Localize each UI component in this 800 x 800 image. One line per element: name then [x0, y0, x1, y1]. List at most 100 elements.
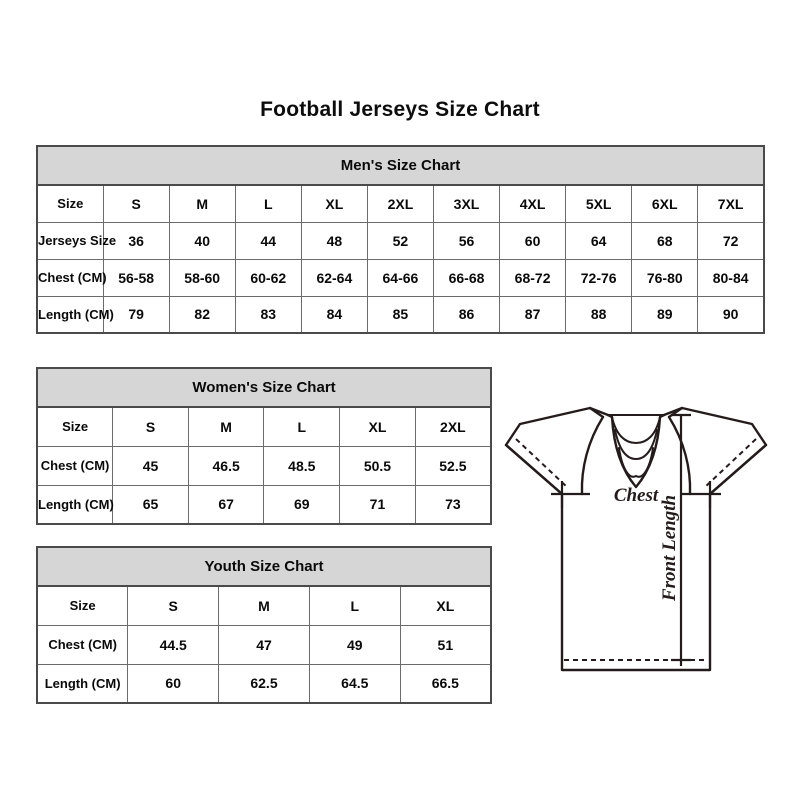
right-armhole-curve [667, 415, 692, 496]
row-label-chest-cm: Chest (CM) [36, 624, 129, 665]
table-row: Chest (CM) 44.5 47 49 51 [36, 624, 492, 665]
table-cell: 67 [187, 484, 265, 525]
table-cell: 76-80 [631, 258, 699, 297]
table-row: Chest (CM) 56-58 58-60 60-62 62-64 64-66… [36, 258, 765, 297]
table-caption-row: Youth Size Chart [36, 546, 492, 587]
column-header-size: Size [36, 184, 104, 223]
table-cell: 72 [697, 221, 765, 260]
left-cuff-edge [504, 443, 564, 496]
right-cuff-edge [708, 443, 768, 496]
collar-inner-v-liner [618, 447, 654, 478]
table-cell: 36 [102, 221, 170, 260]
column-header-m: M [187, 406, 265, 447]
column-header-s: S [102, 184, 170, 223]
table-row: Chest (CM) 45 46.5 48.5 50.5 52.5 [36, 445, 492, 486]
chest-label-text: Chest [614, 485, 659, 506]
table-cell: 44.5 [127, 624, 220, 665]
left-shoulder-line [588, 406, 610, 417]
table-cell: 64-66 [366, 258, 434, 297]
table-row: Jerseys Size 36 40 44 48 52 56 60 64 68 … [36, 221, 765, 260]
table-cell: 86 [432, 295, 501, 334]
column-header-l: L [234, 184, 302, 223]
table-cell: 85 [366, 295, 434, 334]
table-cell: 87 [499, 295, 567, 334]
table-cell: 84 [300, 295, 368, 334]
column-header-2xl: 2XL [414, 406, 492, 447]
mens-table-caption: Men's Size Chart [36, 145, 765, 186]
row-label-jerseys-size: Jerseys Size [36, 221, 116, 260]
row-label-chest-cm: Chest (CM) [36, 258, 107, 297]
table-cell: 49 [308, 624, 401, 665]
womens-table-caption: Women's Size Chart [36, 367, 492, 408]
column-header-s: S [127, 585, 220, 626]
row-label-length-cm: Length (CM) [36, 295, 114, 334]
table-cell: 88 [565, 295, 633, 334]
table-cell: 73 [414, 484, 492, 525]
table-row: Length (CM) 65 67 69 71 73 [36, 484, 492, 525]
table-cell: 60 [499, 221, 567, 260]
table-header-row: Size S M L XL 2XL 3XL 4XL 5XL 6XL 7XL [36, 184, 765, 223]
youth-size-chart-table: Youth Size Chart Size S M L XL Chest (CM… [36, 546, 492, 704]
table-cell: 64 [565, 221, 633, 260]
table-cell: 79 [102, 295, 170, 334]
table-cell: 40 [168, 221, 236, 260]
left-cuff-stitch-dash [515, 438, 568, 488]
table-cell: 62.5 [218, 663, 310, 704]
table-cell: 48.5 [263, 445, 341, 486]
neckline-outer-v [606, 413, 666, 489]
table-cell: 82 [168, 295, 236, 334]
table-cell: 64.5 [308, 663, 401, 704]
front-length-label-text: Front Length [659, 495, 680, 602]
table-cell: 56-58 [102, 258, 170, 297]
table-cell: 44 [234, 221, 302, 260]
table-cell: 60-62 [234, 258, 302, 297]
column-header-xl: XL [339, 406, 416, 447]
womens-size-chart-table: Women's Size Chart Size S M L XL 2XL Che… [36, 367, 492, 525]
table-cell: 47 [218, 624, 310, 665]
column-header-m: M [168, 184, 236, 223]
table-cell: 58-60 [168, 258, 236, 297]
table-cell: 72-76 [565, 258, 633, 297]
right-cuff-stitch-dash [704, 438, 757, 488]
column-header-xl: XL [399, 585, 492, 626]
column-header-7xl: 7XL [697, 184, 765, 223]
column-header-size: Size [36, 406, 114, 447]
left-armhole-curve [580, 415, 605, 496]
column-header-2xl: 2XL [366, 184, 434, 223]
table-cell: 48 [300, 221, 368, 260]
table-caption-row: Men's Size Chart [36, 145, 765, 186]
table-caption-row: Women's Size Chart [36, 367, 492, 408]
column-header-l: L [263, 406, 341, 447]
table-header-row: Size S M L XL [36, 585, 492, 626]
column-header-xl: XL [300, 184, 368, 223]
jersey-measurement-diagram: Chest Front Length [495, 398, 790, 683]
row-label-length-cm: Length (CM) [36, 484, 114, 525]
column-header-l: L [308, 585, 401, 626]
table-cell: 66-68 [432, 258, 501, 297]
table-cell: 56 [432, 221, 501, 260]
column-header-6xl: 6XL [631, 184, 699, 223]
table-cell: 52 [366, 221, 434, 260]
row-label-chest-cm: Chest (CM) [36, 445, 114, 486]
mens-size-chart-table: Men's Size Chart Size S M L XL 2XL 3XL 4… [36, 145, 765, 334]
table-cell: 65 [112, 484, 189, 525]
youth-table-caption: Youth Size Chart [36, 546, 492, 587]
right-shoulder-line [662, 406, 684, 417]
table-cell: 45 [112, 445, 189, 486]
column-header-m: M [218, 585, 310, 626]
table-cell: 83 [234, 295, 302, 334]
table-cell: 46.5 [187, 445, 265, 486]
table-cell: 52.5 [414, 445, 492, 486]
collar-inner-curve-2 [614, 429, 658, 461]
collar-inner-curve-1 [611, 416, 661, 445]
table-row: Length (CM) 79 82 83 84 85 86 87 88 89 9… [36, 295, 765, 334]
column-header-4xl: 4XL [499, 184, 567, 223]
table-cell: 80-84 [697, 258, 765, 297]
table-cell: 71 [339, 484, 416, 525]
table-cell: 68-72 [499, 258, 567, 297]
table-header-row: Size S M L XL 2XL [36, 406, 492, 447]
table-cell: 68 [631, 221, 699, 260]
table-cell: 69 [263, 484, 341, 525]
page-title: Football Jerseys Size Chart [260, 98, 540, 121]
column-header-5xl: 5XL [565, 184, 633, 223]
